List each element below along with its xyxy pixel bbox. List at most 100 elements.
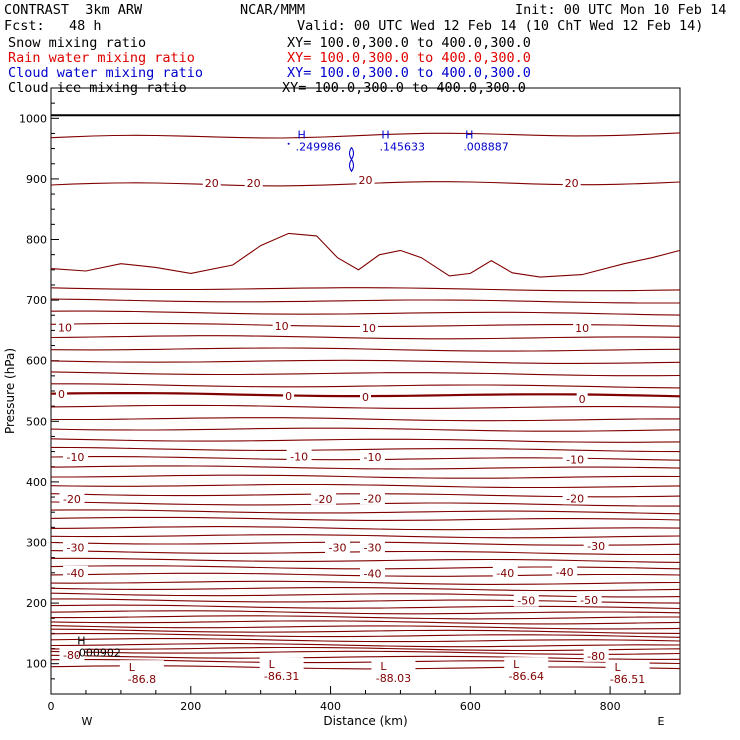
isotherm-label: 0 xyxy=(579,393,586,406)
isotherm-line xyxy=(50,638,681,643)
isotherm-label: -40 xyxy=(496,567,514,580)
x-tick-label: 600 xyxy=(460,700,481,713)
low-center-value: -86.8 xyxy=(128,673,156,686)
isotherm-label: -50 xyxy=(580,594,598,607)
isotherm-label: 20 xyxy=(565,177,579,190)
isotherm-label: -30 xyxy=(66,541,84,554)
isotherm-label-bg xyxy=(55,387,67,401)
isotherm-label: -20 xyxy=(315,493,333,506)
west-label: W xyxy=(82,715,93,728)
isotherm-line xyxy=(50,404,681,409)
cloud-water-contour xyxy=(349,147,355,173)
isotherm-line xyxy=(50,287,681,292)
isotherm-label-bg xyxy=(311,491,337,505)
isotherm-label-bg xyxy=(62,540,88,554)
isotherm-label: -80 xyxy=(63,649,81,662)
isotherm-label: 0 xyxy=(362,391,369,404)
high-center-marker: H xyxy=(77,635,85,648)
x-tick-label: 200 xyxy=(180,700,201,713)
y-tick-label: 300 xyxy=(26,537,47,550)
field-xy-snow: XY= 100.0,300.0 to 400.0,300.0 xyxy=(287,35,531,51)
y-tick-label: 100 xyxy=(26,658,47,671)
low-center-marker: L xyxy=(513,658,520,671)
x-tick-label: 400 xyxy=(320,700,341,713)
isotherm-label-bg xyxy=(576,593,602,607)
y-axis-title: Pressure (hPa) xyxy=(3,348,17,434)
low-center-value: -86.31 xyxy=(264,670,299,683)
high-center-value: .145633 xyxy=(379,141,425,154)
isotherm-line xyxy=(50,298,680,304)
isotherm-line xyxy=(50,580,681,585)
field-name-snow: Snow mixing ratio xyxy=(8,35,147,51)
isotherm-label: -40 xyxy=(556,566,574,579)
isotherm-label: 20 xyxy=(205,177,219,190)
isotherm-label: -20 xyxy=(364,492,382,505)
isotherm-line xyxy=(51,598,681,604)
x-axis-title: Distance (km) xyxy=(323,714,407,728)
isotherm-line xyxy=(50,633,681,638)
isotherm-line xyxy=(50,534,681,539)
isotherm-label-bg xyxy=(576,391,588,405)
isotherm-line xyxy=(50,446,681,453)
isotherm-line xyxy=(50,620,681,625)
isotherm-label: -40 xyxy=(66,567,84,580)
field-name-rain: Rain water mixing ratio xyxy=(8,50,195,66)
field-name-cloud-water: Cloud water mixing ratio xyxy=(8,65,204,81)
isotherm-line xyxy=(50,483,681,489)
isotherm-label: -30 xyxy=(329,541,347,554)
high-center-value: .249986 xyxy=(296,141,342,154)
isotherm-label-bg xyxy=(573,320,592,334)
high-center-value: .000902 xyxy=(75,647,121,660)
low-center-value: -86.51 xyxy=(610,673,645,686)
isotherm-label-bg xyxy=(562,491,588,505)
isotherm-line xyxy=(50,232,681,278)
isotherm-line xyxy=(50,628,681,634)
isotherm-label: -20 xyxy=(566,492,584,505)
isotherm-label: 0 xyxy=(58,388,65,401)
isotherm-label: -10 xyxy=(566,453,584,466)
low-center-marker: L xyxy=(269,658,276,671)
low-center-bg xyxy=(259,657,304,684)
isotherm-label: -10 xyxy=(66,451,84,464)
isotherm-label-bg xyxy=(359,566,385,580)
isotherm-line xyxy=(50,526,681,531)
isotherm-line xyxy=(50,625,681,630)
east-label: E xyxy=(658,715,665,728)
isotherm-label-bg xyxy=(359,491,385,505)
model-title: CONTRAST 3km ARW xyxy=(4,2,143,18)
isotherm-label: -30 xyxy=(364,541,382,554)
forecast-hour: Fcst: 48 h xyxy=(4,18,102,34)
x-tick-label: 800 xyxy=(600,700,621,713)
init-time: Init: 00 UTC Mon 10 Feb 14 xyxy=(515,2,727,18)
x-tick-label: 0 xyxy=(48,700,55,713)
low-center-marker: L xyxy=(380,660,387,673)
isotherm-label: -40 xyxy=(364,567,382,580)
isotherm-label-bg xyxy=(62,565,88,579)
isotherm-label-bg xyxy=(59,648,85,662)
y-tick-label: 1000 xyxy=(19,112,47,125)
isotherm-line xyxy=(51,417,680,422)
low-center-bg xyxy=(371,658,416,685)
y-tick-label: 700 xyxy=(26,294,47,307)
isotherm-label-bg xyxy=(359,320,378,334)
isotherm-label-bg xyxy=(283,388,295,402)
low-center-marker: L xyxy=(129,661,136,674)
isotherm-label-bg xyxy=(562,452,588,466)
cloud-water-dot xyxy=(287,142,290,145)
isotherm-label-bg xyxy=(583,648,609,662)
isotherm-line xyxy=(50,132,681,139)
valid-time: Valid: 00 UTC Wed 12 Feb 14 (10 ChT Wed … xyxy=(297,18,704,34)
isotherm-label-bg xyxy=(59,491,85,505)
isotherm-line xyxy=(50,516,681,521)
isotherm-line xyxy=(50,643,681,648)
y-tick-label: 900 xyxy=(26,173,47,186)
isotherm-line xyxy=(50,371,681,377)
isotherm-line xyxy=(50,610,681,615)
isotherm-label-bg xyxy=(55,320,74,334)
low-center-bg xyxy=(504,657,549,684)
isotherm-line xyxy=(51,615,680,620)
isotherm-line xyxy=(50,359,681,364)
center-label: NCAR/MMM xyxy=(240,2,306,18)
high-center-value: .008887 xyxy=(463,141,509,154)
isotherm-label: 20 xyxy=(247,177,261,190)
